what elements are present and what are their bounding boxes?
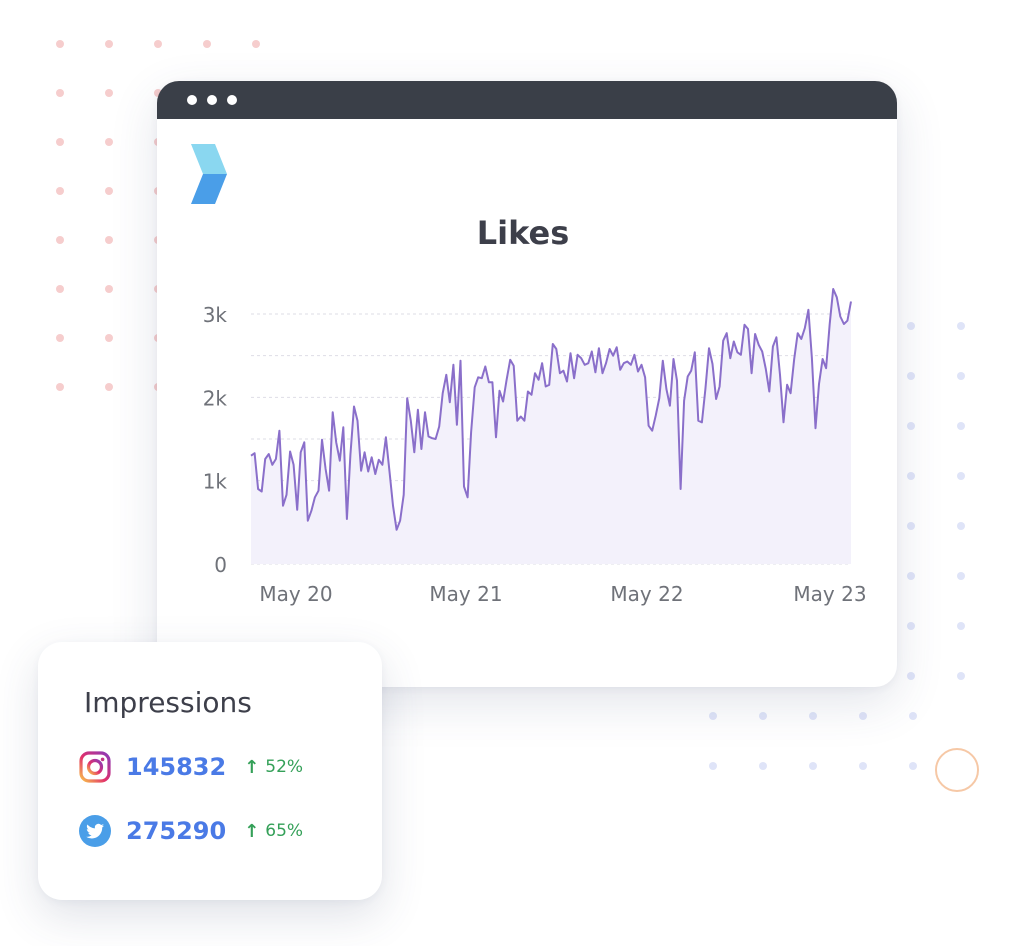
impressions-card: Impressions 145832 ↑ 52% 275290 ↑ 65% bbox=[38, 642, 382, 900]
decorative-dot bbox=[909, 712, 917, 720]
decorative-dot bbox=[957, 522, 965, 530]
decorative-dot bbox=[105, 383, 113, 391]
decorative-dot bbox=[957, 472, 965, 480]
decorative-dot bbox=[957, 322, 965, 330]
decorative-dot bbox=[957, 672, 965, 680]
decorative-dot bbox=[957, 622, 965, 630]
decorative-dot bbox=[907, 622, 915, 630]
instagram-impressions-value: 145832 bbox=[126, 753, 227, 781]
twitter-icon bbox=[79, 815, 111, 847]
brand-logo-icon bbox=[191, 144, 227, 204]
x-tick-label: May 20 bbox=[259, 582, 332, 606]
decorative-dot bbox=[105, 40, 113, 48]
impressions-row-instagram: 145832 ↑ 52% bbox=[78, 750, 303, 784]
decorative-dot bbox=[105, 334, 113, 342]
decorative-dot bbox=[56, 285, 64, 293]
decorative-dot bbox=[709, 712, 717, 720]
decorative-dot bbox=[105, 187, 113, 195]
decorative-dot-grid-blue-bottom bbox=[709, 712, 917, 770]
decorative-dot bbox=[105, 236, 113, 244]
decorative-dot bbox=[56, 187, 64, 195]
decorative-dot bbox=[56, 383, 64, 391]
decorative-ring bbox=[935, 748, 979, 792]
up-arrow-icon: ↑ bbox=[244, 756, 260, 778]
window-titlebar bbox=[157, 81, 897, 119]
decorative-dot bbox=[709, 762, 717, 770]
decorative-dot bbox=[957, 422, 965, 430]
x-tick-label: May 22 bbox=[610, 582, 683, 606]
area-layer bbox=[250, 288, 852, 564]
series-area-fill bbox=[251, 289, 851, 564]
decorative-dot bbox=[957, 372, 965, 380]
decorative-dot bbox=[809, 762, 817, 770]
up-arrow-icon: ↑ bbox=[244, 820, 260, 842]
twitter-impressions-value: 275290 bbox=[126, 817, 227, 845]
instagram-icon bbox=[79, 751, 111, 783]
window-dot bbox=[187, 95, 197, 105]
decorative-dot bbox=[859, 762, 867, 770]
decorative-dot bbox=[56, 89, 64, 97]
decorative-dot bbox=[907, 572, 915, 580]
decorative-dot bbox=[56, 40, 64, 48]
window-dot bbox=[207, 95, 217, 105]
decorative-dot bbox=[154, 40, 162, 48]
y-tick-label: 2k bbox=[203, 386, 228, 410]
decorative-dot bbox=[203, 40, 211, 48]
impressions-row-twitter: 275290 ↑ 65% bbox=[78, 814, 303, 848]
x-tick-label: May 23 bbox=[793, 582, 866, 606]
y-tick-label: 0 bbox=[214, 553, 227, 577]
decorative-dot bbox=[56, 138, 64, 146]
decorative-dot bbox=[907, 372, 915, 380]
decorative-dot bbox=[907, 472, 915, 480]
decorative-dot bbox=[909, 762, 917, 770]
instagram-change-percent: 52% bbox=[265, 757, 304, 777]
decorative-dot bbox=[105, 89, 113, 97]
ticks-layer: 0 1k 2k 3k May 20 May 21 May 22 May 23 bbox=[203, 303, 867, 606]
decorative-dot bbox=[957, 572, 965, 580]
decorative-dot-grid-blue-right bbox=[907, 322, 965, 680]
decorative-dot bbox=[105, 138, 113, 146]
twitter-change-percent: 65% bbox=[265, 821, 304, 841]
chart-window: Likes 0 1k 2k 3k May 20 May 21 May 22 May 23 bbox=[157, 81, 897, 687]
chart-title: Likes bbox=[477, 214, 570, 252]
impressions-title: Impressions bbox=[84, 686, 252, 719]
decorative-dot bbox=[56, 236, 64, 244]
window-dot bbox=[227, 95, 237, 105]
decorative-dot bbox=[907, 322, 915, 330]
likes-chart: Likes 0 1k 2k 3k May 20 May 21 May 22 May 23 bbox=[203, 214, 867, 606]
decorative-dot bbox=[907, 422, 915, 430]
decorative-dot bbox=[907, 522, 915, 530]
decorative-dot bbox=[56, 334, 64, 342]
decorative-dot bbox=[809, 712, 817, 720]
decorative-dot bbox=[252, 40, 260, 48]
decorative-dot bbox=[907, 672, 915, 680]
y-tick-label: 1k bbox=[203, 470, 228, 494]
series-line-likes bbox=[250, 288, 852, 531]
x-tick-label: May 21 bbox=[429, 582, 502, 606]
decorative-dot bbox=[759, 762, 767, 770]
decorative-dot bbox=[759, 712, 767, 720]
decorative-dot bbox=[105, 285, 113, 293]
decorative-dot bbox=[859, 712, 867, 720]
y-tick-label: 3k bbox=[203, 303, 228, 327]
